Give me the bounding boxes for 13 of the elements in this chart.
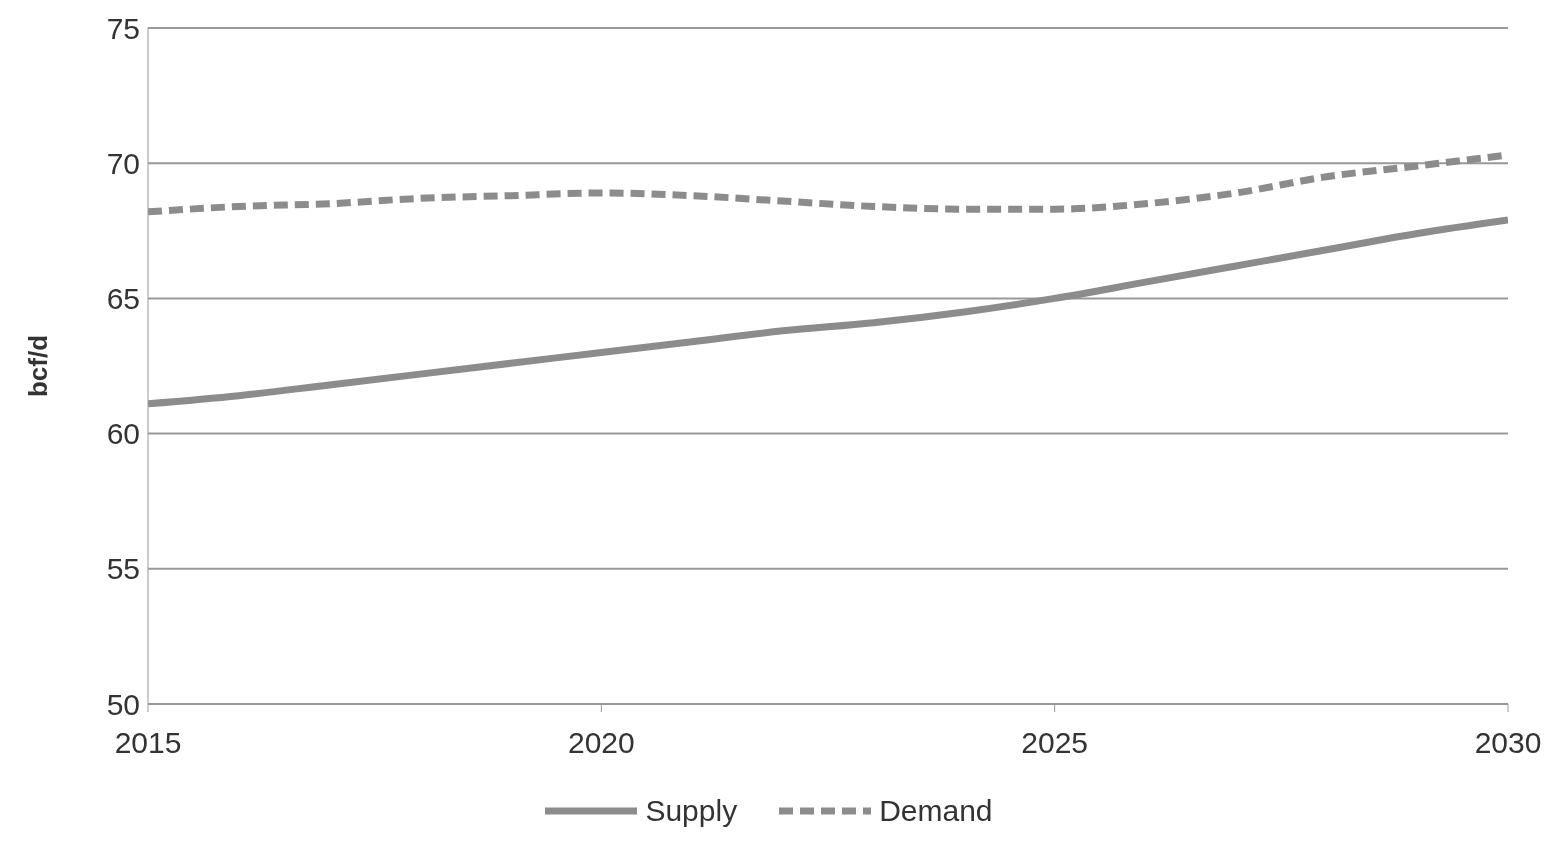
x-tick-label: 2020 (567, 726, 635, 760)
x-tick-label: 2030 (1474, 726, 1542, 760)
y-tick-label: 75 (106, 11, 140, 45)
x-tick-label: 2015 (114, 726, 182, 760)
x-tick-label: 2025 (1021, 726, 1089, 760)
legend-label: Supply (644, 794, 738, 828)
y-tick-label: 55 (106, 552, 140, 586)
legend-label: Demand (878, 794, 993, 828)
y-axis-title: bcf/d (23, 334, 54, 398)
y-tick-label: 70 (106, 146, 140, 180)
y-tick-label: 65 (106, 282, 140, 316)
y-tick-label: 60 (106, 417, 140, 451)
y-tick-label: 50 (106, 687, 140, 721)
